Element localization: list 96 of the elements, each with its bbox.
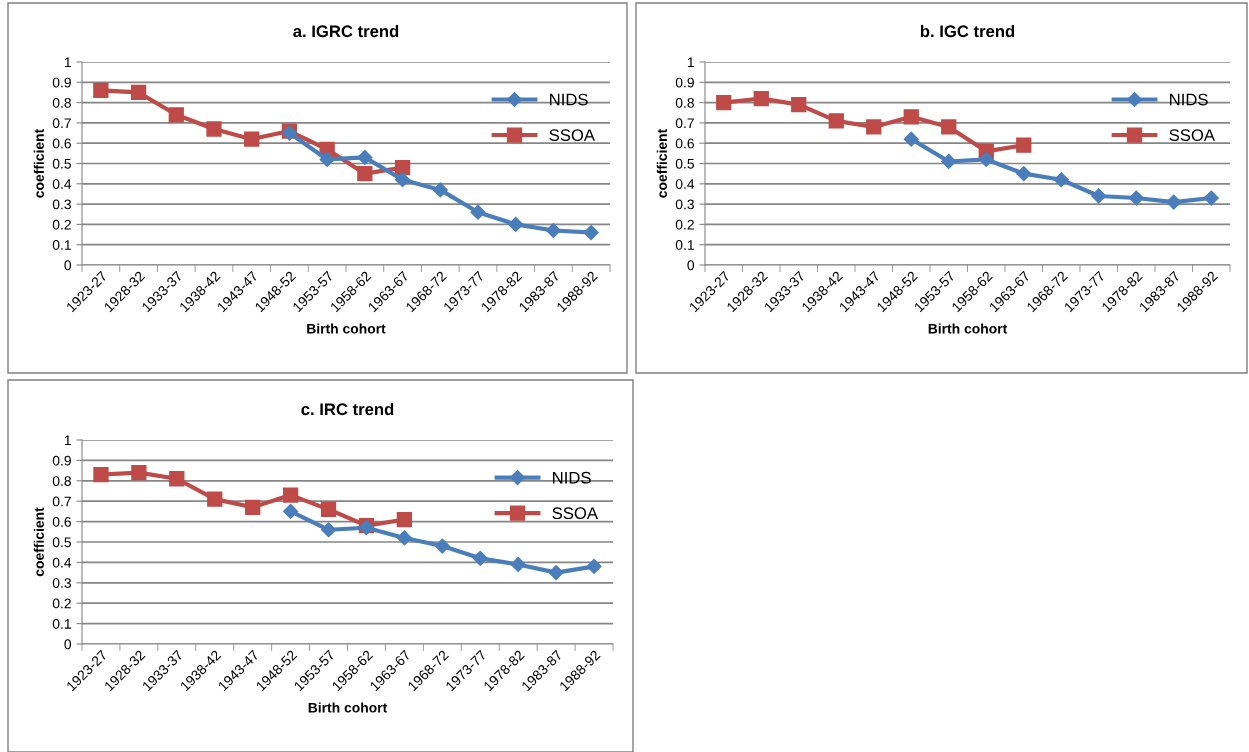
point — [283, 503, 299, 519]
y-tick-label: 0.2 — [52, 598, 71, 609]
legend-label: NIDS — [1170, 93, 1208, 106]
point — [1016, 166, 1032, 182]
point — [93, 82, 109, 99]
y-tick-label: 0.3 — [675, 199, 694, 210]
point — [586, 558, 602, 575]
y-tick-label: 0.8 — [675, 97, 694, 108]
x-axis-title: Birth cohort — [928, 323, 1008, 334]
y-tick-label: 0.5 — [52, 158, 71, 169]
point — [131, 465, 147, 481]
point — [282, 487, 299, 503]
chart-title: a. IGRC trend — [293, 24, 399, 38]
point — [168, 107, 184, 123]
y-tick-label: 0.7 — [675, 118, 694, 129]
y-tick-label: 0.9 — [52, 455, 71, 466]
point — [93, 467, 109, 483]
y-axis-title: coefficient — [33, 507, 44, 577]
y-tick-label: 0.2 — [675, 219, 694, 230]
y-tick-label: 0.1 — [52, 240, 71, 250]
y-axis-title: coefficient — [656, 128, 667, 198]
point — [510, 556, 526, 573]
legend-label: NIDS — [553, 471, 591, 484]
y-tick-label: 0 — [687, 260, 695, 271]
y-axis-title: coefficient — [33, 128, 44, 198]
y-tick-label: 0.7 — [52, 496, 71, 507]
point — [1128, 190, 1144, 206]
point — [319, 151, 335, 168]
point — [130, 84, 147, 101]
y-tick-label: 0.4 — [52, 557, 72, 568]
point — [472, 550, 488, 566]
y-tick-label: 0.7 — [52, 118, 71, 129]
point — [470, 204, 486, 220]
point — [245, 499, 261, 515]
y-tick-label: 0.2 — [52, 219, 71, 230]
y-tick-label: 0.5 — [52, 537, 71, 548]
y-tick-label: 0.6 — [52, 138, 71, 149]
point — [434, 538, 450, 554]
point — [394, 159, 411, 176]
x-axis-title: Birth cohort — [307, 323, 386, 334]
point — [1203, 190, 1219, 206]
point — [941, 153, 957, 170]
point — [396, 511, 413, 528]
chart-title: c. IRC trend — [301, 402, 394, 416]
point — [357, 166, 373, 182]
y-tick-label: 1 — [687, 57, 694, 68]
point — [508, 216, 524, 232]
point — [396, 530, 412, 546]
y-tick-label: 0.5 — [675, 158, 694, 169]
point — [357, 149, 373, 165]
legend-label: SSOA — [549, 129, 595, 142]
point — [320, 501, 337, 517]
y-tick-label: 0.4 — [675, 179, 695, 189]
point — [320, 522, 337, 538]
point — [866, 119, 882, 135]
point — [206, 121, 222, 137]
legend-label: SSOA — [552, 507, 598, 520]
y-tick-label: 0.3 — [52, 578, 71, 588]
point — [828, 113, 844, 129]
point — [1053, 172, 1069, 188]
y-tick-label: 0.8 — [52, 97, 71, 108]
y-tick-label: 0.9 — [52, 77, 71, 88]
y-tick-label: 0.8 — [52, 476, 71, 486]
point — [207, 491, 223, 507]
point — [244, 131, 260, 147]
point — [941, 119, 957, 135]
y-tick-label: 0.6 — [52, 516, 71, 527]
point — [1016, 137, 1032, 153]
point — [716, 94, 732, 111]
point — [1091, 188, 1107, 204]
y-tick-label: 0.6 — [675, 138, 694, 149]
point — [583, 224, 599, 241]
point — [903, 109, 919, 125]
y-tick-label: 0.4 — [52, 179, 72, 189]
y-tick-label: 0.1 — [675, 240, 694, 250]
point — [1166, 194, 1182, 210]
point — [791, 96, 807, 113]
y-tick-label: 1 — [64, 435, 71, 446]
x-axis-title: Birth cohort — [308, 702, 388, 713]
y-tick-label: 0.9 — [675, 77, 694, 88]
point — [548, 565, 564, 581]
y-tick-label: 0 — [64, 260, 72, 271]
point — [169, 471, 185, 487]
point — [395, 172, 411, 188]
y-tick-label: 0 — [64, 639, 72, 650]
point — [903, 131, 919, 147]
point — [545, 222, 561, 239]
point — [978, 151, 994, 168]
legend-label: SSOA — [1169, 129, 1215, 142]
y-tick-label: 0.3 — [52, 199, 71, 210]
chart-title: b. IGC trend — [920, 24, 1015, 38]
y-tick-label: 1 — [64, 57, 71, 68]
point — [432, 182, 448, 198]
legend-label: NIDS — [550, 93, 588, 106]
y-tick-label: 0.1 — [52, 618, 71, 629]
point — [753, 90, 769, 107]
